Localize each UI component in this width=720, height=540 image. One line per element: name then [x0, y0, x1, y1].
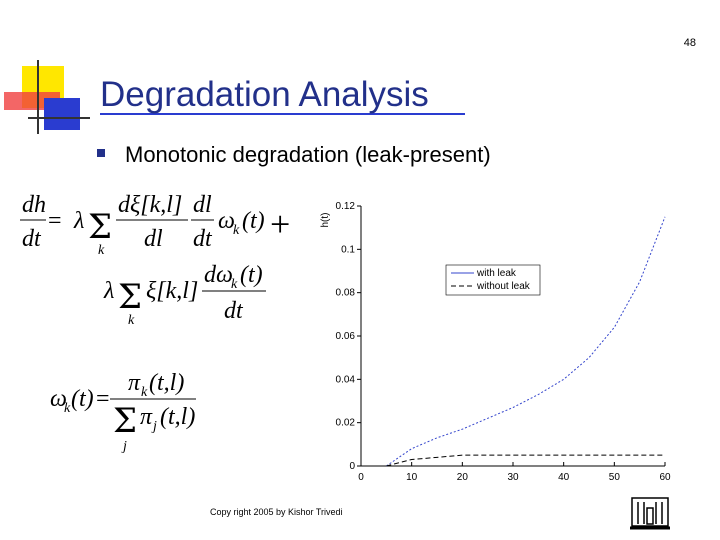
eq-token: k [231, 277, 238, 292]
y-tick-label: 0.02 [336, 418, 356, 429]
eq-token: ξ[k,l] [146, 278, 198, 304]
eq-token: λ [73, 208, 84, 234]
series-line [386, 216, 666, 467]
eq-token: = [96, 386, 110, 412]
bullet-text: Monotonic degradation (leak-present) [125, 142, 491, 167]
x-tick-label: 60 [659, 472, 671, 483]
page-number: 48 [684, 37, 696, 49]
eq-token: (t) [240, 262, 263, 288]
eq-token: (t,l) [160, 404, 195, 430]
x-tick-label: 40 [558, 472, 570, 483]
y-tick-label: 0.04 [336, 374, 356, 385]
y-tick-label: 0.12 [336, 201, 356, 212]
x-tick-label: 30 [507, 472, 519, 483]
eq-token: dl [193, 192, 212, 218]
eq-token: k [98, 243, 105, 258]
equation: λ Σ k ξ[k,l] dω k (t) dt [103, 262, 266, 328]
eq-token: j [151, 419, 157, 434]
x-tick-label: 50 [609, 472, 621, 483]
eq-token: ω [218, 208, 235, 234]
eq-token: k [128, 313, 135, 328]
x-tick-label: 10 [406, 472, 418, 483]
eq-token: dω [204, 262, 233, 288]
equation: ω k (t) = π k (t,l) Σ j π j (t,l) j [50, 370, 196, 454]
eq-token: k [64, 401, 71, 416]
y-tick-label: 0.06 [336, 331, 356, 342]
y-tick-label: 0.1 [341, 244, 355, 255]
eq-token: Σ [118, 277, 142, 317]
x-tick-label: 20 [457, 472, 469, 483]
eq-token: π [140, 404, 153, 430]
eq-token: dt [22, 226, 42, 252]
eq-token: Σ [88, 207, 112, 247]
deco-blue [44, 98, 80, 130]
legend-box [445, 264, 541, 296]
eq-token: dh [22, 192, 46, 218]
bullet-marker [97, 149, 105, 157]
eq-token: λ [103, 278, 114, 304]
eq-token: = [48, 208, 62, 234]
equation: dh dt = λ Σ k dξ[k,l] dl dl dt ω k (t) + [20, 192, 290, 258]
eq-token: (t) [242, 208, 265, 234]
series-line [386, 454, 665, 467]
chart: 0 0.02 0.04 0.06 0.08 0.1 0.12 0 10 20 30 40 50 60 h(t… [320, 201, 671, 483]
eq-token: ω [50, 386, 67, 412]
eq-token: k [141, 385, 148, 400]
slide-title: Degradation Analysis [100, 75, 429, 114]
footer: Copy right 2005 by Kishor Trivedi [210, 507, 343, 517]
y-axis-label: h(t) [320, 213, 331, 228]
eq-token: dξ[k,l] [118, 192, 182, 218]
eq-token: dt [224, 298, 244, 324]
eq-token: π [128, 370, 141, 396]
eq-token: + [270, 204, 290, 244]
eq-token: dl [144, 226, 163, 252]
legend-label: without leak [476, 281, 531, 292]
y-tick-label: 0 [349, 461, 355, 472]
eq-token: dt [193, 226, 213, 252]
eq-token: (t) [71, 386, 94, 412]
eq-token: (t,l) [149, 370, 184, 396]
legend-label: with leak [476, 268, 517, 279]
y-tick-label: 0.08 [336, 288, 356, 299]
logo-icon [630, 497, 670, 530]
eq-token: k [233, 223, 240, 238]
eq-token: Σ [113, 401, 137, 441]
eq-token: j [121, 439, 127, 454]
x-tick-label: 0 [358, 472, 364, 483]
